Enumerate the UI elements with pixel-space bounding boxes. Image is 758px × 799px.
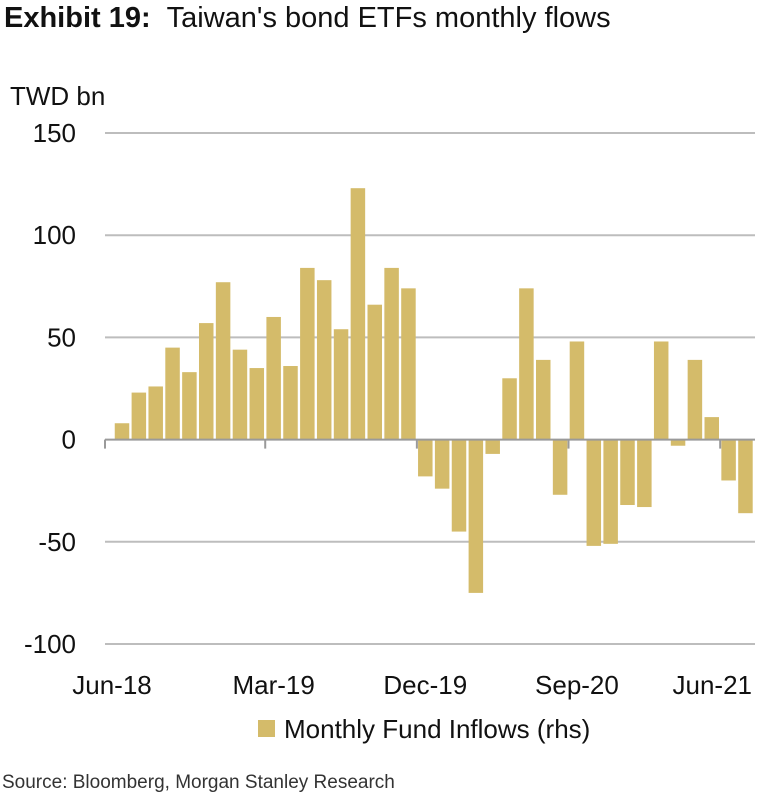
bar [316, 280, 332, 440]
bar [434, 439, 450, 489]
chart-title-text: Taiwan's bond ETFs monthly flows [166, 2, 611, 34]
y-tick-label: -50 [38, 527, 76, 557]
bar [215, 282, 231, 440]
bar [569, 341, 585, 440]
bar [451, 439, 467, 532]
bar [114, 423, 130, 440]
bar [738, 439, 753, 514]
x-tick-label: Dec-19 [383, 670, 467, 700]
bar [653, 341, 669, 440]
bar [401, 288, 416, 440]
source-note: Source: Bloomberg, Morgan Stanley Resear… [2, 772, 395, 793]
bar [502, 378, 517, 440]
bar [249, 368, 265, 440]
bar [300, 267, 315, 440]
bar [333, 329, 349, 440]
bar [165, 347, 180, 440]
bar [670, 439, 686, 446]
x-tick-label: Jun-18 [72, 670, 152, 700]
bar [232, 349, 248, 440]
x-tick-label: Sep-20 [535, 670, 619, 700]
chart-title: Exhibit 19: Taiwan's bond ETFs monthly fl… [4, 2, 611, 35]
bar [418, 439, 433, 477]
bar [199, 323, 214, 440]
bar [519, 288, 534, 440]
x-tick-label: Jun-21 [673, 670, 753, 700]
y-axis-label: TWD bn [10, 81, 105, 111]
exhibit-label: Exhibit 19: [4, 2, 151, 34]
bar [485, 439, 500, 454]
bar [283, 366, 298, 440]
x-tick-label: Mar-19 [232, 670, 314, 700]
bar [266, 316, 281, 440]
bar [350, 188, 366, 440]
bar [620, 439, 635, 506]
bar [148, 386, 163, 440]
legend-label: Monthly Fund Inflows (rhs) [284, 714, 590, 744]
bar [603, 439, 618, 544]
y-tick-label: 50 [47, 322, 76, 352]
bar [182, 372, 197, 440]
y-tick-label: 150 [33, 118, 76, 148]
bar-chart: TWD bn 150 100 50 0 -50 -100 Jun-18 Mar-19 Dec-19… [10, 81, 755, 744]
bar [637, 439, 652, 508]
legend-swatch [258, 720, 275, 737]
bar [468, 439, 484, 593]
y-tick-label: 0 [62, 425, 76, 455]
bar [586, 439, 602, 546]
bar [704, 417, 719, 440]
bar [131, 392, 147, 440]
bar [367, 304, 382, 440]
y-tick-label: -100 [24, 629, 76, 659]
bar [384, 267, 399, 440]
bar [687, 359, 703, 440]
bar [721, 439, 736, 481]
y-tick-label: 100 [33, 220, 76, 250]
bar [536, 359, 551, 440]
bar [552, 439, 568, 495]
